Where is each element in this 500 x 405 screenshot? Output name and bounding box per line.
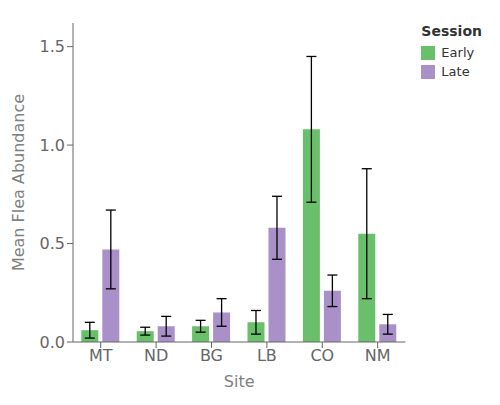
svg-text:Site: Site (224, 372, 255, 391)
svg-text:0.0: 0.0 (40, 333, 65, 352)
svg-text:CO: CO (310, 346, 334, 365)
svg-text:BG: BG (200, 346, 223, 365)
html-text:Late: Late (441, 64, 470, 79)
svg-text:MT: MT (89, 346, 113, 365)
svg-text:1.5: 1.5 (40, 37, 65, 56)
svg-text:ND: ND (144, 346, 168, 365)
html-text:Session: Session (421, 23, 482, 39)
svg-text:Mean Flea Abundance: Mean Flea Abundance (9, 94, 28, 271)
svg-text:LB: LB (257, 346, 277, 365)
svg-text:0.5: 0.5 (40, 234, 65, 253)
svg-text:NM: NM (365, 346, 391, 365)
html-text:Early: Early (441, 45, 475, 60)
svg-text:1.0: 1.0 (40, 136, 65, 155)
